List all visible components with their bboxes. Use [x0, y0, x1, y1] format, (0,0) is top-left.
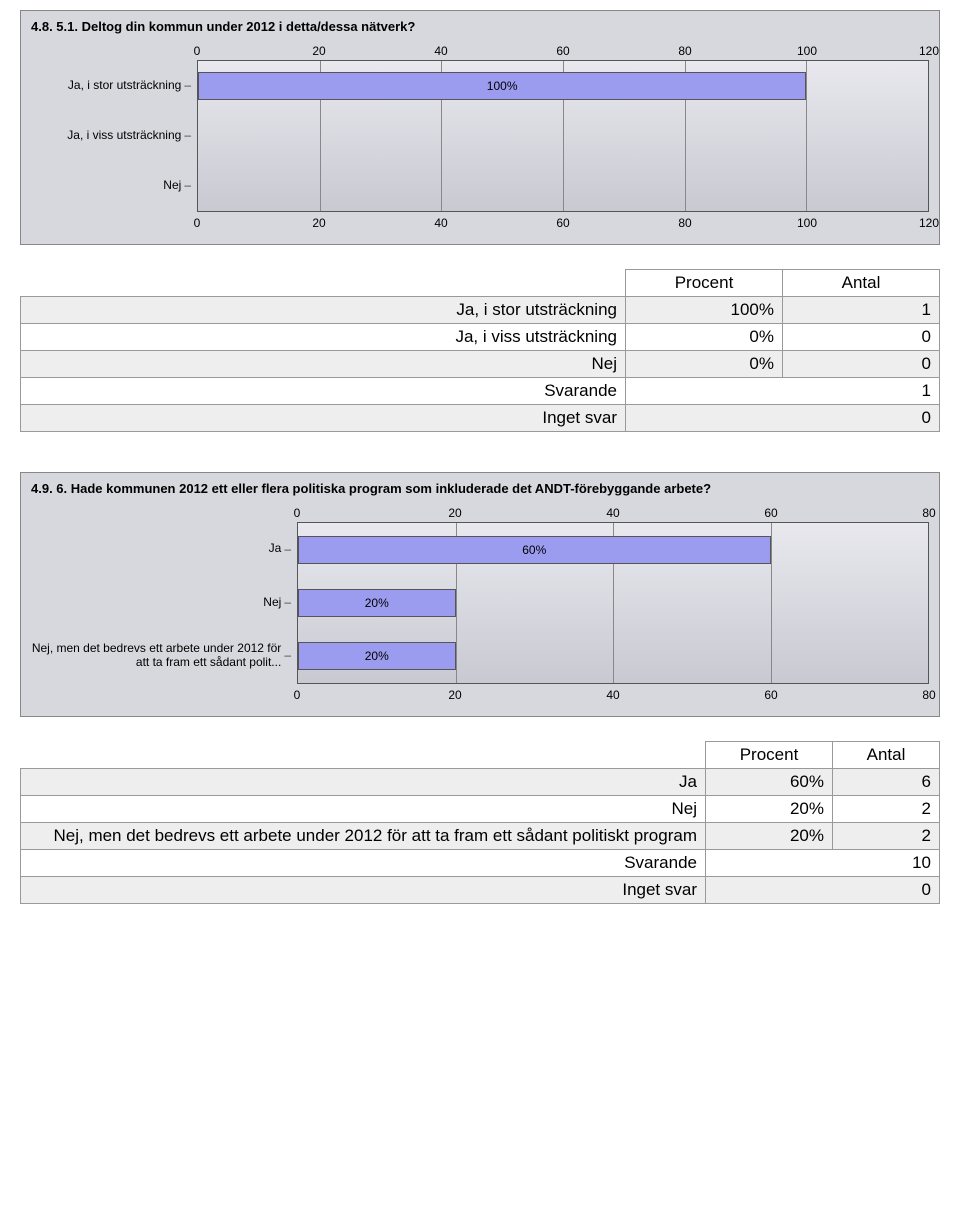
chart-category-label: Ja, i stor utsträckning– — [31, 60, 191, 110]
chart-category-label: Ja, i viss utsträckning– — [31, 110, 191, 160]
table1-svarande-label: Svarande — [21, 378, 626, 405]
table1-inget-val: 0 — [626, 405, 940, 432]
table1-row0-p: 100% — [626, 297, 783, 324]
table2-inget-label: Inget svar — [21, 877, 706, 904]
chart-panel-2: 4.9. 6. Hade kommunen 2012 ett eller fle… — [20, 472, 940, 717]
chart1-bot-axis: 020406080100120 — [197, 216, 929, 232]
axis-tick: 40 — [434, 216, 447, 230]
table2-row2-a: 2 — [833, 823, 940, 850]
axis-tick: 40 — [606, 506, 619, 520]
axis-tick: 0 — [194, 216, 201, 230]
axis-tick: 60 — [556, 216, 569, 230]
axis-tick: 20 — [448, 688, 461, 702]
chart-category-label: Nej, men det bedrevs ett arbete under 20… — [31, 629, 291, 682]
chart2-title: 4.9. 6. Hade kommunen 2012 ett eller fle… — [31, 481, 929, 496]
table1-row0-a: 1 — [783, 297, 940, 324]
table2-row2-p: 20% — [706, 823, 833, 850]
axis-tick: 60 — [764, 688, 777, 702]
table2-head-antal: Antal — [833, 742, 940, 769]
axis-tick: 80 — [678, 216, 691, 230]
chart-bar-row — [198, 172, 928, 200]
chart-bar-row: 60% — [298, 536, 928, 564]
axis-tick: 100 — [797, 216, 817, 230]
axis-tick: 0 — [294, 688, 301, 702]
table2-inget-val: 0 — [706, 877, 940, 904]
chart-bar-value: 100% — [487, 72, 518, 100]
table2-row2-label: Nej, men det bedrevs ett arbete under 20… — [21, 823, 706, 850]
axis-tick: 40 — [606, 688, 619, 702]
table1-svarande-val: 1 — [626, 378, 940, 405]
chart1-ylabels: Ja, i stor utsträckning–Ja, i viss utstr… — [31, 60, 197, 210]
table1-row0-label: Ja, i stor utsträckning — [21, 297, 626, 324]
axis-tick: 120 — [919, 44, 939, 58]
axis-tick: 120 — [919, 216, 939, 230]
axis-tick: 20 — [312, 216, 325, 230]
chart-category-label: Nej– — [31, 575, 291, 628]
axis-tick: 80 — [922, 688, 935, 702]
chart2-top-axis: 020406080 — [297, 506, 929, 522]
table2-row1-p: 20% — [706, 796, 833, 823]
chart-category-label: Ja– — [31, 522, 291, 575]
axis-tick: 0 — [194, 44, 201, 58]
table2-svarande-label: Svarande — [21, 850, 706, 877]
table2-row0-p: 60% — [706, 769, 833, 796]
table2-svarande-val: 10 — [706, 850, 940, 877]
table1-row1-label: Ja, i viss utsträckning — [21, 324, 626, 351]
chart-bar-row — [198, 122, 928, 150]
chart-panel-1: 4.8. 5.1. Deltog din kommun under 2012 i… — [20, 10, 940, 245]
chart1-plot: 100% — [197, 60, 929, 212]
table2-row0-label: Ja — [21, 769, 706, 796]
chart1-top-axis: 020406080100120 — [197, 44, 929, 60]
axis-tick: 20 — [448, 506, 461, 520]
chart-bar-row: 20% — [298, 642, 928, 670]
chart-bar-value: 20% — [365, 642, 389, 670]
table2-row0-a: 6 — [833, 769, 940, 796]
axis-tick: 0 — [294, 506, 301, 520]
table1: Procent Antal Ja, i stor utsträckning 10… — [20, 269, 940, 432]
chart-bar-value: 20% — [365, 589, 389, 617]
axis-tick: 60 — [556, 44, 569, 58]
table1-row1-p: 0% — [626, 324, 783, 351]
chart2-ylabels: Ja–Nej–Nej, men det bedrevs ett arbete u… — [31, 522, 297, 682]
axis-tick: 40 — [434, 44, 447, 58]
axis-tick: 20 — [312, 44, 325, 58]
table2-row1-label: Nej — [21, 796, 706, 823]
table2-row1-a: 2 — [833, 796, 940, 823]
chart-bar-value: 60% — [522, 536, 546, 564]
table2-head-procent: Procent — [706, 742, 833, 769]
table1-head-antal: Antal — [783, 270, 940, 297]
axis-tick: 60 — [764, 506, 777, 520]
chart2-plot: 60% 20% 20% — [297, 522, 929, 684]
table1-row2-a: 0 — [783, 351, 940, 378]
axis-tick: 100 — [797, 44, 817, 58]
chart2-bot-axis: 020406080 — [297, 688, 929, 704]
table2: Procent Antal Ja 60% 6 Nej 20% 2 Nej, me… — [20, 741, 940, 904]
chart1-title: 4.8. 5.1. Deltog din kommun under 2012 i… — [31, 19, 929, 34]
chart-bar-row: 100% — [198, 72, 928, 100]
table1-row2-label: Nej — [21, 351, 626, 378]
table1-row2-p: 0% — [626, 351, 783, 378]
table1-inget-label: Inget svar — [21, 405, 626, 432]
table1-row1-a: 0 — [783, 324, 940, 351]
chart-category-label: Nej– — [31, 160, 191, 210]
table1-head-procent: Procent — [626, 270, 783, 297]
axis-tick: 80 — [678, 44, 691, 58]
chart-bar-row: 20% — [298, 589, 928, 617]
axis-tick: 80 — [922, 506, 935, 520]
